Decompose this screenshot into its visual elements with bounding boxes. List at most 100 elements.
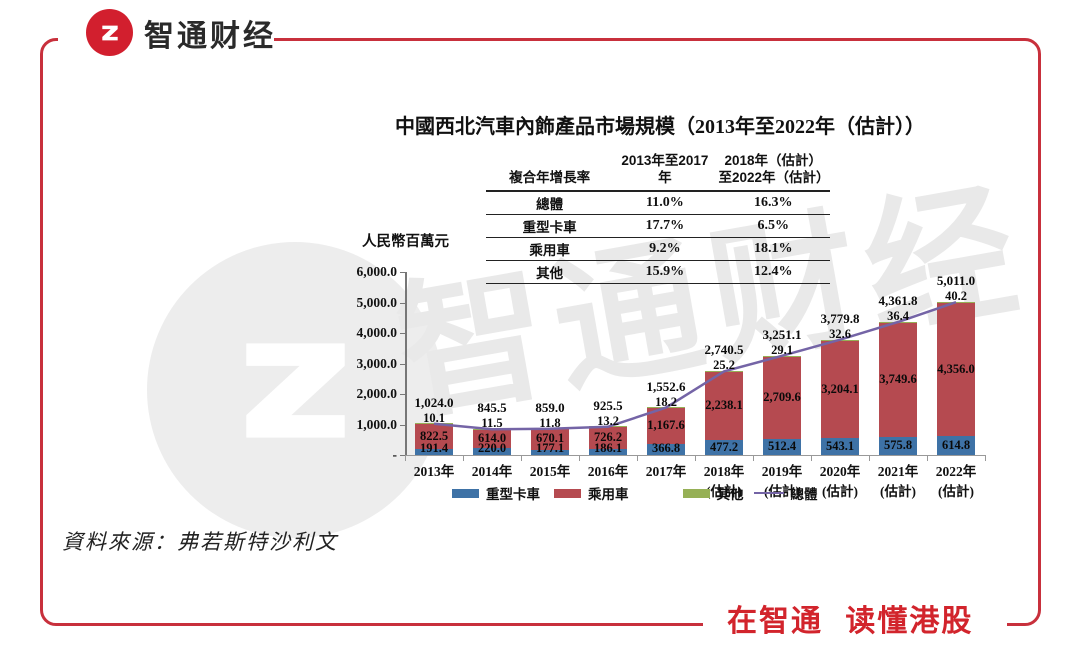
- zhitong-monogram-icon: [101, 25, 118, 40]
- bar-label-total: 845.5: [477, 400, 507, 416]
- cagr-header-0: 複合年增長率: [486, 153, 614, 192]
- bar-label-truck: 543.1: [825, 438, 855, 453]
- bar-series: [405, 272, 985, 455]
- bar-segment-passenger: [647, 408, 685, 444]
- x-axis-year: 2017年: [645, 464, 687, 479]
- x-axis-label: 2015年: [521, 460, 579, 480]
- x-axis-tick: [811, 456, 813, 461]
- bar-label-truck: 366.8: [651, 441, 681, 455]
- cagr-category: 重型卡車: [486, 214, 614, 238]
- bar-segment-other: [415, 423, 453, 425]
- x-axis-tick: [637, 456, 639, 461]
- bar-segment-truck: [589, 449, 627, 455]
- y-axis-line: [405, 272, 407, 455]
- x-axis-tick: [579, 456, 581, 461]
- y-axis-tick-label: -: [392, 447, 398, 462]
- cagr-header-2: 2018年（估計） 至2022年（估計）: [716, 153, 830, 192]
- x-axis-tick: [753, 456, 755, 461]
- bar-label-other: 13.2: [597, 413, 619, 428]
- x-axis-label: 2013年: [405, 460, 463, 480]
- bar-segment-passenger: [821, 340, 859, 439]
- cagr-row: 乘用車 9.2% 18.1%: [486, 237, 830, 261]
- bar-group: [753, 272, 811, 455]
- legend-item-1: 乘用車: [554, 483, 629, 503]
- bar-segment-passenger: [879, 323, 917, 438]
- y-axis-tick: [400, 394, 405, 396]
- cagr-row: 其他 15.9% 12.4%: [486, 260, 830, 284]
- bar-segment-truck: [879, 437, 917, 455]
- bar-label-total: 2,740.5: [704, 342, 744, 358]
- bar-group: [869, 272, 927, 455]
- bar-group: [811, 272, 869, 455]
- brand-tagline: 在智通 读懂港股: [727, 605, 974, 638]
- x-axis-tick: [521, 456, 523, 461]
- x-axis-label: 2022年 (估計): [927, 460, 985, 500]
- x-axis-label: 2018年 (估計): [695, 460, 753, 500]
- x-axis-line: [404, 454, 986, 456]
- y-axis-tick: [400, 363, 405, 365]
- bar-label-total: 925.5: [593, 397, 623, 413]
- source-note: 資料來源：弗若斯特沙利文: [62, 530, 338, 554]
- cagr-value: 15.9%: [613, 260, 717, 284]
- x-axis-tick: [463, 456, 465, 461]
- bar-label-passenger: 3,204.1: [821, 381, 859, 396]
- x-axis-year: 2015年: [529, 464, 571, 479]
- bar-label-truck: 614.8: [941, 437, 971, 452]
- cagr-header-1: 2013年至2017年: [613, 153, 717, 192]
- x-axis-note: (估計): [753, 480, 811, 500]
- bar-label-passenger: 4,356.0: [937, 361, 975, 376]
- x-axis-year: 2014年: [471, 464, 513, 479]
- bar-segment-passenger: [705, 372, 743, 441]
- cagr-value: 9.2%: [613, 237, 717, 261]
- plot-area: 6,000.0 5,000.0 4,000.0 3,000.0 2,000.0 1,000…: [357, 264, 987, 499]
- x-axis-tick: [985, 456, 987, 461]
- bar-segment-truck: [821, 438, 859, 455]
- bar-label-other: 18.2: [655, 394, 677, 409]
- x-axis-label: 2016年: [579, 460, 637, 480]
- y-axis-tick-label: 6,000.0: [356, 264, 398, 279]
- bar-segment-passenger: [937, 303, 975, 437]
- bar-label-passenger: 822.5: [419, 428, 449, 443]
- zhitong-logo-icon: [86, 9, 133, 56]
- x-axis-year: 2016年: [587, 464, 629, 479]
- bar-label-other: 10.1: [423, 410, 445, 425]
- cagr-row: 總體 11.0% 16.3%: [486, 190, 830, 215]
- brand-name: 智通财经: [144, 19, 276, 53]
- cagr-value: 17.7%: [613, 214, 717, 238]
- x-axis-year: 2020年: [819, 464, 861, 479]
- x-axis-tick: [695, 456, 697, 461]
- bar-label-passenger: 614.0: [477, 430, 507, 445]
- bar-label-other: 40.2: [945, 289, 967, 304]
- cagr-value: 16.3%: [716, 190, 830, 215]
- bar-label-total: 3,251.1: [762, 326, 802, 342]
- bar-segment-truck: [531, 449, 569, 455]
- zhitong-logo: 智通财经: [86, 9, 276, 56]
- bar-segment-truck: [647, 443, 685, 455]
- total-line: [433, 301, 957, 431]
- legend-item-2: 其他: [682, 483, 744, 503]
- cagr-value: 6.5%: [716, 214, 830, 238]
- y-axis-tick-label: 3,000.0: [356, 355, 398, 371]
- bar-label-passenger: 1,167.6: [647, 418, 685, 433]
- legend-box-swatch: [682, 488, 710, 498]
- x-axis-label: 2017年: [637, 460, 695, 480]
- y-axis-tick-label: 5,000.0: [356, 294, 398, 310]
- x-axis-label: 2019年(估計): [753, 460, 811, 500]
- x-axis-year: 2018年: [703, 464, 745, 479]
- zhitong-monogram-icon: [245, 342, 345, 438]
- cagr-value: 18.1%: [716, 237, 830, 261]
- bar-segment-truck: [473, 448, 511, 455]
- total-line-chart: [433, 301, 957, 431]
- bar-label-passenger: 3,749.6: [879, 372, 917, 387]
- x-axis-label: 2021年 (估計): [869, 460, 927, 500]
- bar-label-other: 32.6: [829, 326, 851, 341]
- y-axis-tick-label: 4,000.0: [356, 325, 398, 340]
- x-axis-year: 2021年: [877, 464, 919, 479]
- chart-legend: 重型卡車 乘用車 其他 總體: [452, 483, 818, 503]
- x-axis-tick: [927, 456, 929, 461]
- bar-value-labels: 1,024.0 10.1 822.5 191.4 845.5 11.5 614.0 220.0…: [405, 272, 985, 455]
- cagr-value: 11.0%: [613, 190, 717, 215]
- x-axis-note: (估計): [938, 484, 974, 499]
- bar-label-other: 11.8: [539, 415, 561, 430]
